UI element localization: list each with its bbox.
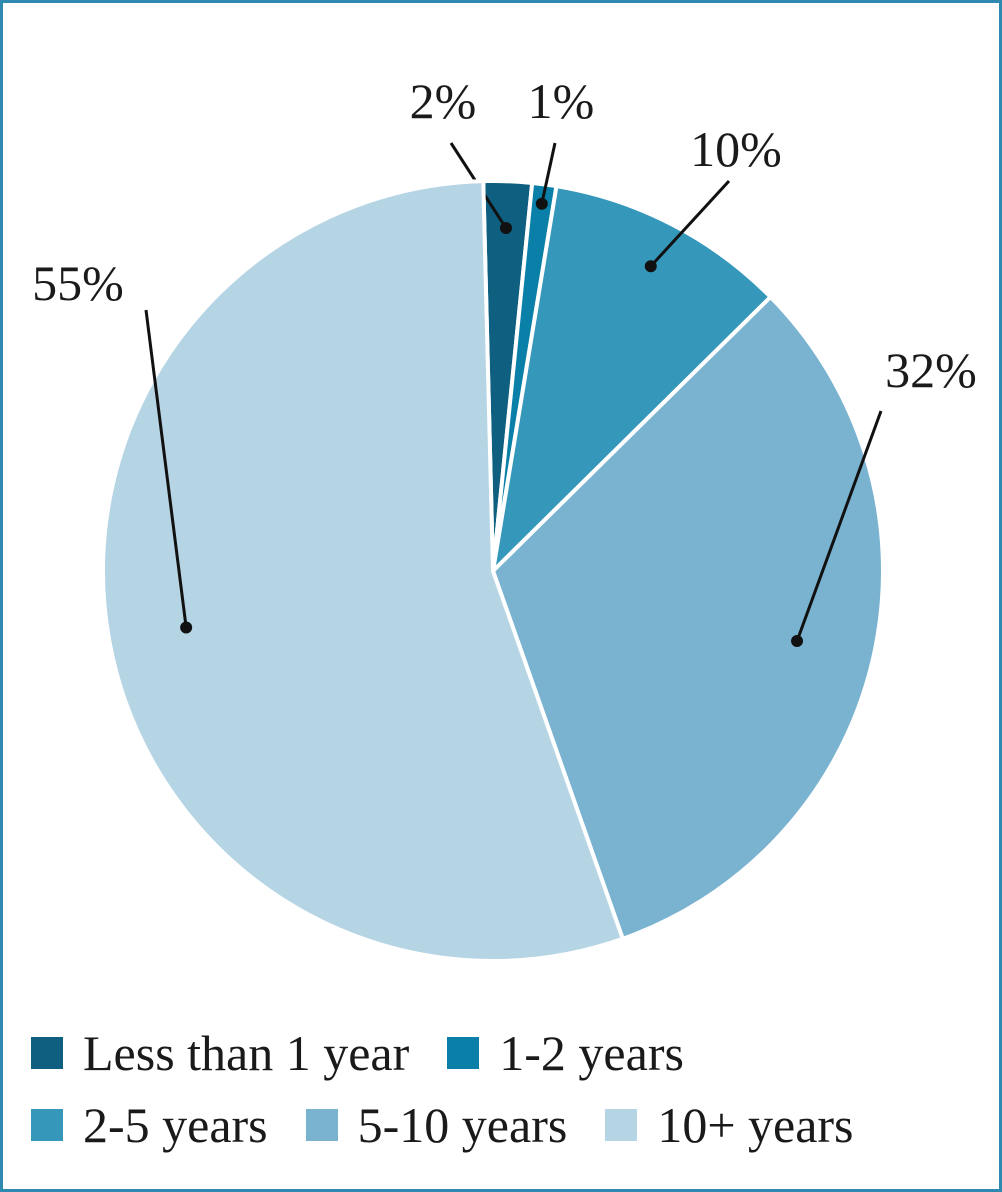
legend-item: 10+ years — [605, 1096, 854, 1154]
legend-item: 2-5 years — [31, 1096, 268, 1154]
legend-label: Less than 1 year — [83, 1025, 410, 1081]
data-label: 55% — [32, 255, 124, 311]
leader-dot — [644, 260, 657, 273]
legend-swatch — [605, 1109, 638, 1141]
data-label: 1% — [528, 73, 595, 129]
leader-dot — [499, 222, 512, 235]
data-label: 10% — [690, 121, 782, 177]
legend-label: 10+ years — [657, 1097, 854, 1153]
legend-label: 1-2 years — [499, 1025, 684, 1081]
leader-dot — [180, 621, 193, 634]
leader-line — [540, 142, 557, 205]
legend-row: Less than 1 year 1-2 years — [31, 1021, 991, 1085]
legend-item: 1-2 years — [447, 1024, 684, 1082]
legend-item: Less than 1 year — [31, 1024, 409, 1082]
pie-slice-5-10-years — [491, 295, 885, 941]
leader-line — [144, 309, 188, 628]
legend-label: 2-5 years — [83, 1097, 268, 1153]
leader-dot — [791, 635, 804, 648]
chart-legend: Less than 1 year 1-2 years 2-5 years 5-10 y… — [31, 1021, 991, 1165]
data-label: 32% — [885, 342, 977, 398]
legend-swatch — [31, 1109, 63, 1141]
legend-swatch — [305, 1109, 338, 1141]
leader-line — [649, 179, 731, 268]
data-label: 2% — [410, 73, 477, 129]
pie-chart: 2% 1% 10% 32% 55% — [32, 73, 977, 963]
pie-slice-10-years — [101, 179, 625, 963]
legend-swatch — [31, 1037, 63, 1069]
legend-row: 2-5 years 5-10 years 10+ years — [31, 1093, 991, 1157]
legend-item: 5-10 years — [305, 1096, 568, 1154]
leader-line — [795, 410, 883, 642]
legend-swatch — [447, 1037, 480, 1069]
legend-label: 5-10 years — [357, 1097, 568, 1153]
pie-slice-2-5-years — [491, 184, 773, 573]
leader-dot — [535, 197, 548, 210]
